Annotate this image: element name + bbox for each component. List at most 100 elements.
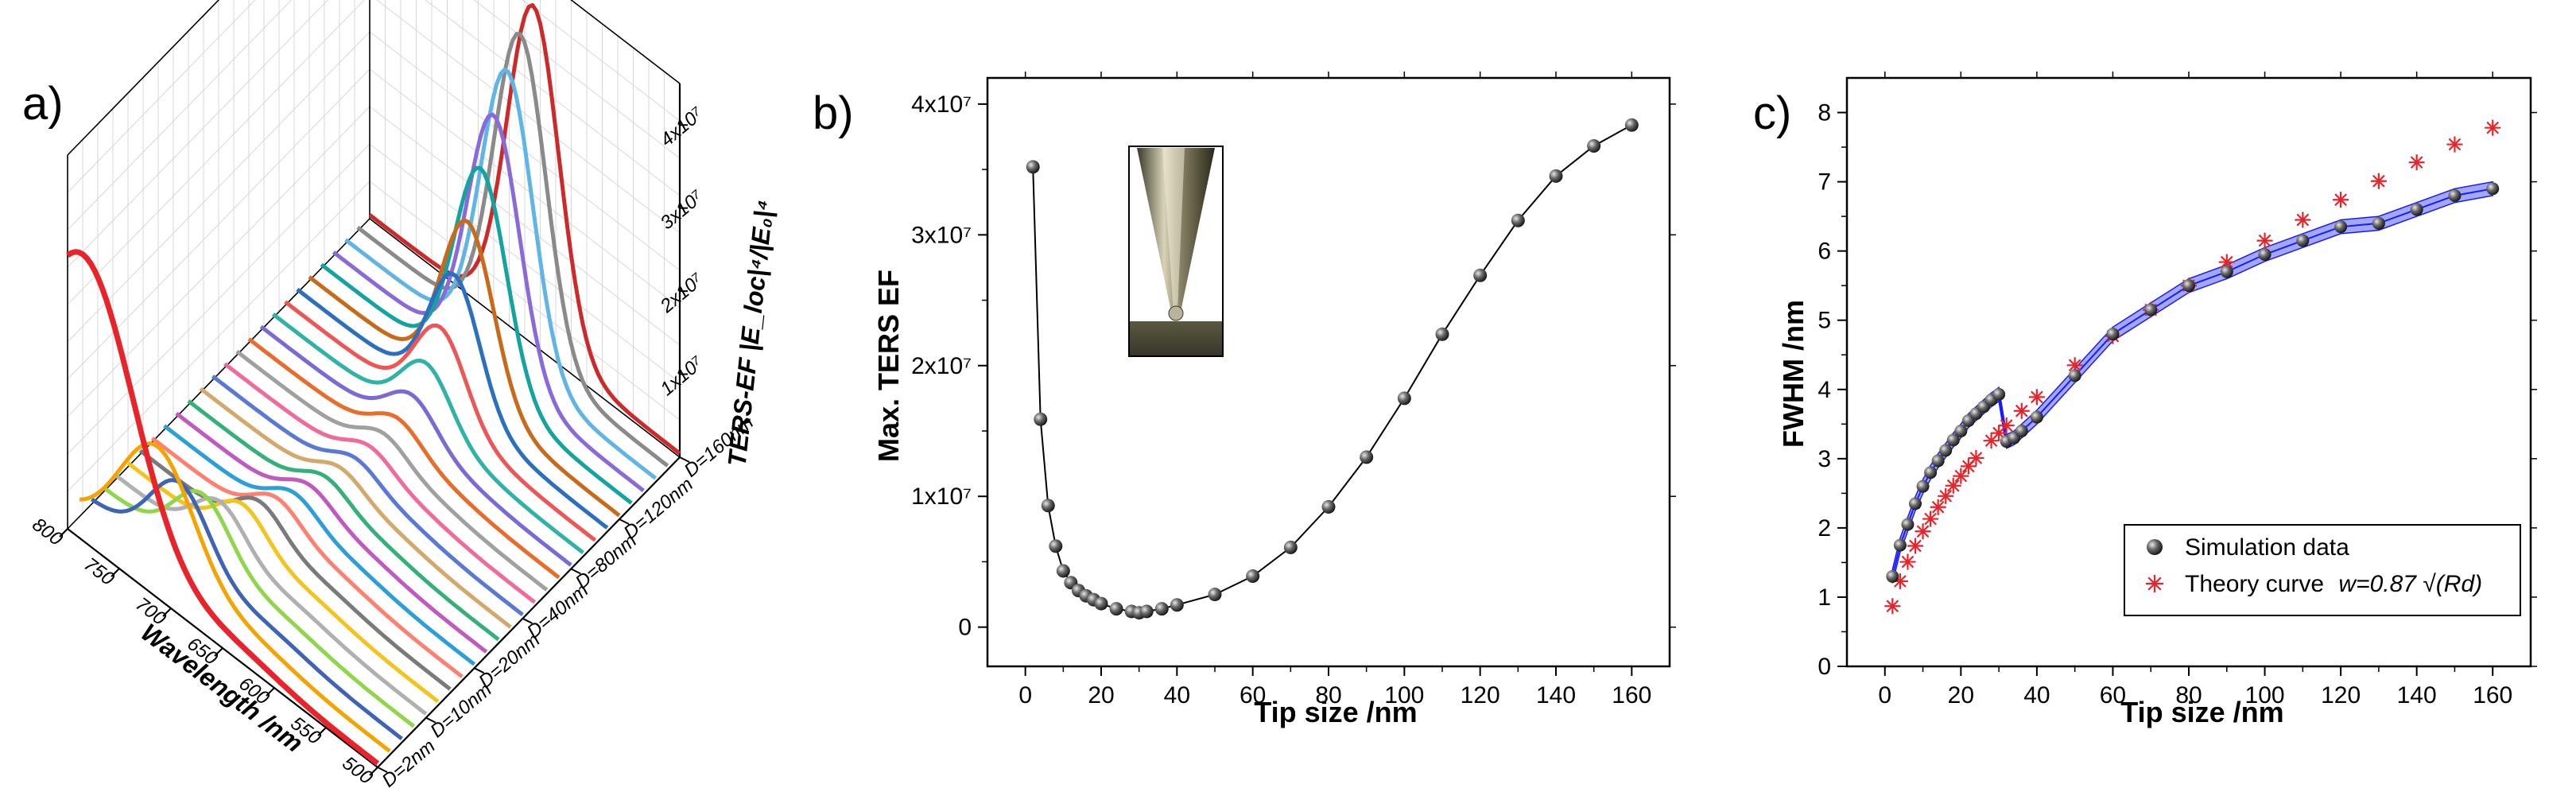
panel-b-y-tick-label: 4x10⁷ <box>911 91 972 118</box>
panel-c-y-tick-label: 6 <box>1818 239 1831 265</box>
panel-c-theory-point <box>2028 389 2045 406</box>
panel-c-x-tick-label: 140 <box>2397 682 2437 709</box>
panel-c-theory-point <box>1938 487 1954 504</box>
panel-c-theory-point <box>2256 232 2273 249</box>
panel-a-series-line <box>163 424 476 666</box>
panel-a-depth-tick-label: D=120nm <box>620 474 698 544</box>
panel-c-theory-points <box>1884 119 2501 615</box>
panel-c-tick-group: 0 20 40 60 80 100 120 140 160 0 1 2 3 4 5 6 7 8 <box>1818 72 2537 709</box>
panel-c-simulation-point <box>2030 410 2043 424</box>
panel-a-series-line <box>211 375 524 616</box>
panel-b-data-point <box>1587 139 1601 153</box>
panel-c-x-tick-label: 20 <box>1948 682 1974 709</box>
panel-c-simulation-point <box>2015 425 2028 437</box>
panel-b-y-tick-label: 0 <box>958 615 972 641</box>
panel-c-x-tick-label: 100 <box>2245 682 2285 709</box>
panel-c-theory-point <box>1945 477 1961 494</box>
panel-a-series-line <box>80 441 391 753</box>
panel-c-y-tick-label: 0 <box>1818 654 1831 680</box>
panel-c-y-tick-label: 8 <box>1818 100 1831 126</box>
panel-c-simulation-point <box>2448 189 2462 202</box>
panel-a-frame-line <box>67 0 220 156</box>
panel-a-grid-line <box>369 68 681 309</box>
panel-b-data-point <box>1041 499 1055 513</box>
panel-c-simulation-point <box>2220 265 2233 278</box>
panel-c-y-tick-label: 5 <box>1818 308 1831 334</box>
panel-b-y-tick-label: 2x10⁷ <box>911 353 972 379</box>
panel-a-series-line <box>175 411 488 654</box>
panel-c-theory-point <box>1983 433 2000 449</box>
panel-c-simulation-point <box>2182 279 2195 293</box>
panel-a-x-tick <box>111 568 120 577</box>
panel-c-x-tick-label: 160 <box>2473 682 2512 709</box>
panel-b-y-tick-label: 3x10⁷ <box>911 222 972 248</box>
panel-c-theory-point <box>2295 212 2311 228</box>
panel-b-data-point <box>1170 598 1184 612</box>
panel-b-data-point <box>1397 391 1411 406</box>
panel-c-simulation-point <box>2410 203 2423 216</box>
panel-b-data-point <box>1139 604 1154 619</box>
panel-c-y-tick-label: 1 <box>1818 584 1831 611</box>
legend-theory-star <box>2146 575 2163 592</box>
panel-a-x-tick <box>369 767 378 776</box>
panel-a-series-line <box>126 461 440 704</box>
panel-c-simulation-point <box>2334 220 2348 234</box>
panel-b-x-tick-label: 0 <box>1018 682 1032 709</box>
panel-b-tick-group: 0 20 40 60 80 100 120 140 160 0 1x10⁷ 2x10⁷ 3x10⁷ 4x1… <box>911 72 1676 709</box>
legend-theory-marker <box>2146 575 2163 592</box>
panel-a-frame-line <box>570 0 681 84</box>
panel-c-y-tick-label: 3 <box>1818 446 1831 472</box>
panel-b-letter: b) <box>813 87 854 139</box>
panel-c-chart: 0 20 40 60 80 100 120 140 160 0 1 2 3 4 5 6 7 8 Simulatio… <box>1777 72 2537 728</box>
panel-b-point-group <box>1026 118 1639 620</box>
panel-b-data-point <box>1283 540 1298 554</box>
panel-c-x-axis-title: Tip size /nm <box>2120 696 2283 728</box>
panel-b-data-point <box>1056 564 1070 578</box>
panel-b-x-tick-label: 40 <box>1164 682 1190 709</box>
panel-c-simulation-point <box>1893 538 1907 552</box>
panel-b-y-axis-title: Max. TERS EF <box>872 270 905 462</box>
panel-c-theory-point <box>1968 449 1984 466</box>
panel-a-series-group <box>66 3 681 766</box>
panel-a-letter: a) <box>22 78 64 130</box>
panel-c-simulation-band <box>1891 181 2493 584</box>
panel-a-z-tick-label: 2x10⁷ <box>656 269 708 317</box>
panel-c-simulation-point <box>1916 479 1930 493</box>
panel-a-series-line <box>356 32 669 468</box>
panel-c-theory-point <box>1884 598 1901 615</box>
panel-c-theory-point <box>1915 523 1931 540</box>
panel-c-simulation-point <box>1901 518 1915 531</box>
panel-b-data-point <box>1624 118 1639 132</box>
panel-a-series-line <box>259 324 572 567</box>
panel-c-y-axis-title: FWHM /nm <box>1777 300 1810 448</box>
legend-theory-name: Theory curve <box>2185 571 2324 597</box>
panel-c-simulation-point <box>2106 328 2120 341</box>
panel-c-theory-point <box>1930 499 1946 515</box>
panel-b-data-point <box>1360 450 1374 464</box>
panel-c-simulation-point <box>1992 387 2006 401</box>
panel-a-series-line <box>332 112 645 492</box>
panel-a-series-line <box>308 218 621 518</box>
tip-inset-illustration <box>1128 146 1224 357</box>
panel-c-theory-point <box>2013 402 2030 419</box>
panel-c-x-tick-label: 120 <box>2321 682 2361 709</box>
panel-a-series-line <box>91 478 403 740</box>
panel-b-data-point <box>1321 499 1336 514</box>
panel-b-data-point <box>1109 602 1123 616</box>
panel-a-x-tick <box>266 687 275 697</box>
panel-c-simulation-point <box>2296 234 2310 247</box>
panel-a-depth-tick <box>425 716 436 724</box>
panel-c-theory-point <box>2370 173 2387 189</box>
panel-a-series-line <box>187 399 500 642</box>
panel-c-simulation-point <box>2068 369 2081 382</box>
panel-a-series-line <box>344 68 658 480</box>
panel-c-theory-point <box>2446 136 2463 153</box>
panel-b-data-point <box>1435 327 1449 341</box>
panel-c-simulation-line <box>1891 188 2493 577</box>
legend-simulation-marker <box>2147 539 2163 555</box>
panel-b-series-line <box>1032 124 1632 614</box>
panel-c-simulation-point <box>2486 182 2500 196</box>
panel-b-x-tick-label: 20 <box>1088 682 1114 709</box>
